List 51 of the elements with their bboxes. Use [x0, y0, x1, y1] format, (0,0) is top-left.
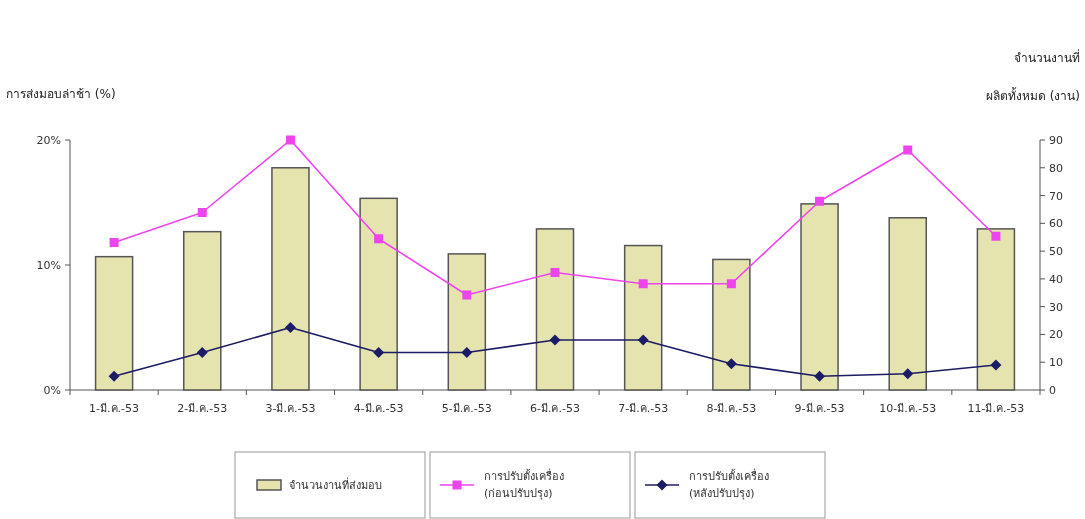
x-tick-label: 11-มี.ค.-53: [967, 402, 1025, 415]
x-tick-label: 1-มี.ค.-53: [89, 402, 140, 415]
y2-tick-label: 0: [1049, 384, 1056, 397]
point: [903, 145, 913, 155]
legend-label: การปรับตั้งเครื่อง (ก่อนปรับปรุง): [484, 468, 564, 500]
point: [461, 347, 473, 358]
point: [109, 238, 119, 247]
y2-tick-label: 30: [1049, 300, 1063, 314]
x-tick-label: 2-มี.ค.-53: [177, 402, 228, 415]
y2-tick-label: 50: [1049, 245, 1063, 259]
y2-tick-label: 90: [1049, 134, 1063, 147]
text: จำนวนงานที่ ผลิตทั้งหมด (งาน): [985, 51, 1080, 103]
y-tick-label: 10%: [36, 259, 61, 272]
x-tick-label: 3-มี.ค.-53: [265, 402, 316, 415]
point: [725, 358, 737, 370]
point: [374, 234, 384, 244]
point: [108, 370, 120, 382]
x-tick-label: 7-มี.ค.-53: [618, 402, 669, 415]
point: [726, 279, 736, 289]
point: [550, 268, 560, 277]
x-tick-label: 9-มี.ค.-53: [794, 402, 845, 415]
x-tick-label: 8-มี.ค.-53: [706, 402, 757, 415]
point: [462, 290, 472, 300]
y2-tick-label: 60: [1049, 217, 1063, 231]
point: [902, 368, 914, 380]
point: [814, 370, 826, 382]
x-tick-label: 6-มี.ค.-53: [530, 402, 580, 415]
point: [285, 135, 295, 145]
x-tick-label: 5-มี.ค.-53: [441, 402, 492, 415]
y2-tick-label: 40: [1049, 272, 1063, 286]
x-tick-label: 4-มี.ค.-53: [353, 402, 404, 415]
y2-tick-label: 70: [1049, 189, 1063, 203]
y-tick-label: 0%: [43, 384, 61, 397]
point: [373, 347, 385, 358]
point: [197, 208, 207, 217]
y2-tick-label: 20: [1049, 328, 1063, 342]
point: [990, 359, 1002, 371]
point: [196, 347, 208, 358]
point: [284, 322, 296, 333]
y2-tick-label: 80: [1049, 161, 1063, 175]
y2-tick-label: 10: [1049, 356, 1063, 370]
point: [549, 334, 561, 346]
legend-label: การปรับตั้งเครื่อง (หลังปรับปรุง): [689, 468, 769, 500]
legend-label: จำนวนงานที่ส่งมอบ: [289, 477, 382, 492]
x-tick-label: 10-มี.ค.-53: [879, 402, 937, 415]
point: [637, 334, 649, 346]
point: [991, 231, 1001, 241]
point: [638, 279, 648, 289]
point: [815, 196, 825, 206]
y-tick-label: 20%: [36, 134, 61, 147]
y-axis-title: การส่งมอบล่าช้า (%): [6, 87, 116, 101]
